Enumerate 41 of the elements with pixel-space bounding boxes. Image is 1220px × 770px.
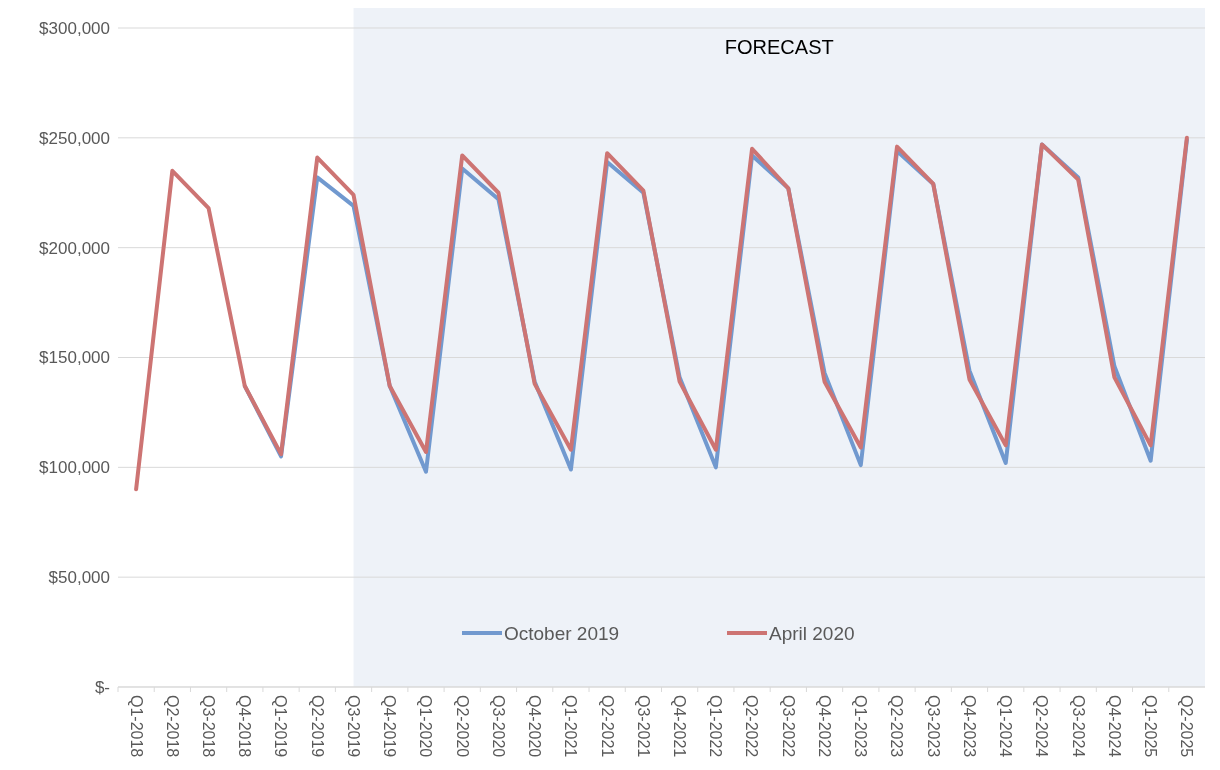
x-tick-label: Q3-2021: [634, 695, 652, 758]
y-tick-label: $300,000: [39, 18, 110, 38]
x-tick-label: Q1-2018: [127, 695, 145, 758]
x-tick-label: Q1-2020: [417, 695, 435, 758]
x-tick-label: Q2-2023: [888, 695, 906, 758]
x-tick-label: Q4-2019: [381, 695, 399, 758]
x-tick-label: Q1-2023: [852, 695, 870, 758]
x-tick-label: Q3-2023: [924, 695, 942, 758]
x-tick-label: Q2-2018: [163, 695, 181, 758]
legend-label: October 2019: [504, 622, 620, 644]
x-tick-label: Q2-2019: [308, 695, 326, 758]
x-tick-label: Q1-2019: [272, 695, 290, 758]
x-tick-label: Q1-2022: [707, 695, 725, 758]
x-tick-label: Q4-2024: [1105, 695, 1123, 758]
x-tick-label: Q4-2023: [960, 695, 978, 758]
x-tick-label: Q4-2020: [526, 695, 544, 758]
x-tick-label: Q4-2018: [236, 695, 254, 758]
x-tick-label: Q3-2020: [489, 695, 507, 758]
x-tick-label: Q2-2024: [1033, 695, 1051, 758]
x-tick-label: Q3-2018: [199, 695, 217, 758]
x-tick-label: Q3-2024: [1069, 695, 1087, 758]
y-tick-label: $50,000: [48, 568, 110, 588]
x-tick-label: Q3-2019: [344, 695, 362, 758]
x-tick-label: Q2-2025: [1178, 695, 1196, 758]
x-tick-label: Q1-2024: [997, 695, 1015, 758]
y-tick-label: $100,000: [39, 458, 110, 478]
x-tick-label: Q2-2022: [743, 695, 761, 758]
x-tick-label: Q1-2021: [562, 695, 580, 758]
y-tick-label: $250,000: [39, 128, 110, 148]
y-tick-label: $200,000: [39, 238, 110, 258]
legend-label: April 2020: [769, 622, 855, 644]
band-label: FORECAST: [724, 36, 834, 58]
x-tick-label: Q2-2020: [453, 695, 471, 758]
x-tick-label: Q1-2025: [1142, 695, 1160, 758]
x-tick-label: Q3-2022: [779, 695, 797, 758]
x-tick-label: Q4-2022: [815, 695, 833, 758]
x-tick-label: Q4-2021: [671, 695, 689, 758]
y-tick-label: $150,000: [39, 348, 110, 368]
line-series: [134, 135, 1189, 492]
x-tick-label: Q2-2021: [598, 695, 616, 758]
y-tick-label: $-: [94, 677, 110, 697]
